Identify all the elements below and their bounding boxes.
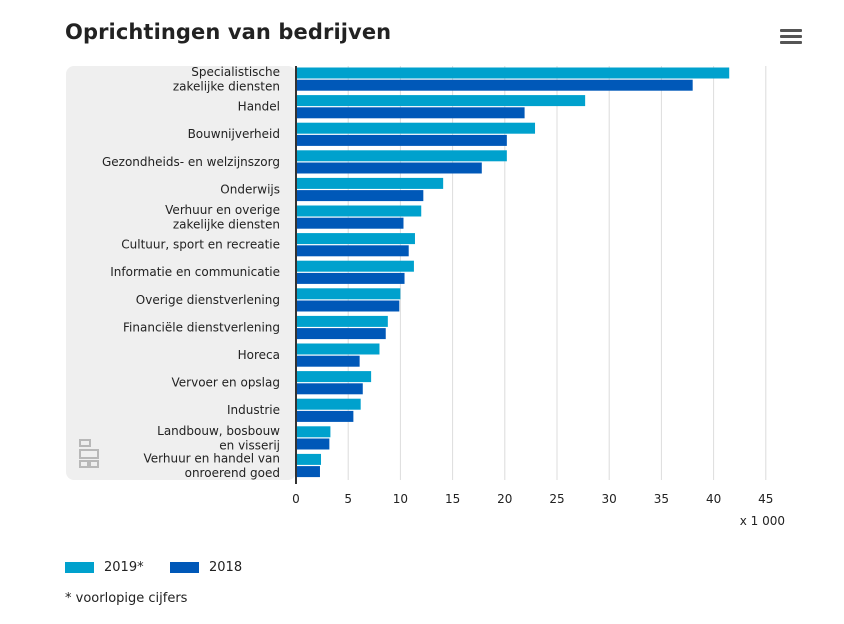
category-label-3: Gezondheids- en welzijnszorg xyxy=(102,155,280,169)
bar-2018-7 xyxy=(297,272,405,284)
bar-2018-8 xyxy=(297,300,400,312)
bar-2019-9 xyxy=(297,315,388,327)
category-label-2: Bouwnijverheid xyxy=(188,127,280,141)
bar-2018-12 xyxy=(297,410,354,422)
bar-2019-3 xyxy=(297,150,507,162)
bar-2018-5 xyxy=(297,217,404,229)
cbs-logo-icon xyxy=(79,439,99,468)
x-unit-label: x 1 000 xyxy=(740,514,785,528)
footnote: * voorlopige cijfers xyxy=(65,591,188,606)
bar-2019-4 xyxy=(297,177,444,189)
category-label-5-line1: zakelijke diensten xyxy=(173,218,280,232)
legend-swatch-2018 xyxy=(170,562,199,573)
legend-item-2018[interactable]: 2018 xyxy=(170,560,242,575)
legend-label-2019: 2019* xyxy=(104,560,144,575)
x-tick-label-40: 40 xyxy=(706,492,721,506)
bar-2019-0 xyxy=(297,67,730,79)
category-panel xyxy=(66,66,296,480)
category-label-1: Handel xyxy=(238,100,280,114)
category-label-11: Vervoer en opslag xyxy=(172,376,281,390)
x-tick-label-10: 10 xyxy=(393,492,408,506)
bar-2019-14 xyxy=(297,453,322,465)
category-label-5-line0: Verhuur en overige xyxy=(165,203,280,217)
category-label-9: Financiële dienstverlening xyxy=(123,320,280,334)
bar-2019-10 xyxy=(297,343,380,355)
x-tick-label-45: 45 xyxy=(758,492,773,506)
legend-item-2019[interactable]: 2019* xyxy=(65,560,144,575)
x-tick-label-0: 0 xyxy=(292,492,300,506)
category-label-12: Industrie xyxy=(227,403,280,417)
category-label-7: Informatie en communicatie xyxy=(110,265,280,279)
category-label-0-line0: Specialistische xyxy=(191,65,280,79)
bar-2018-3 xyxy=(297,162,482,174)
bar-2019-2 xyxy=(297,122,536,134)
x-tick-label-35: 35 xyxy=(654,492,669,506)
bar-2018-1 xyxy=(297,107,525,119)
category-label-13-line1: en visserij xyxy=(219,438,280,452)
x-tick-label-5: 5 xyxy=(344,492,352,506)
x-tick-label-25: 25 xyxy=(549,492,564,506)
x-tick-label-30: 30 xyxy=(602,492,617,506)
category-label-0-line1: zakelijke diensten xyxy=(173,80,280,94)
bar-2018-11 xyxy=(297,383,363,395)
bar-2018-14 xyxy=(297,466,320,478)
bar-2018-10 xyxy=(297,355,360,367)
category-label-6: Cultuur, sport en recreatie xyxy=(121,238,280,252)
category-label-4: Onderwijs xyxy=(220,182,280,196)
bar-2019-1 xyxy=(297,95,586,107)
bar-2018-6 xyxy=(297,245,409,257)
bar-2019-6 xyxy=(297,233,415,245)
x-tick-label-15: 15 xyxy=(445,492,460,506)
chart-title: Oprichtingen van bedrijven xyxy=(65,20,392,44)
legend-label-2018: 2018 xyxy=(209,560,243,575)
bar-2018-4 xyxy=(297,190,424,202)
bar-2019-13 xyxy=(297,426,331,438)
bar-2018-0 xyxy=(297,79,693,91)
bar-2019-7 xyxy=(297,260,414,272)
legend-swatch-2019 xyxy=(65,562,94,573)
hamburger-menu-icon[interactable] xyxy=(780,29,802,49)
bar-2019-5 xyxy=(297,205,422,217)
bar-2018-13 xyxy=(297,438,330,450)
bar-2019-12 xyxy=(297,398,361,410)
bar-2018-9 xyxy=(297,328,386,340)
x-tick-label-20: 20 xyxy=(497,492,512,506)
category-label-10: Horeca xyxy=(238,348,280,362)
bar-2018-2 xyxy=(297,134,507,146)
category-label-8: Overige dienstverlening xyxy=(136,293,280,307)
bar-2019-11 xyxy=(297,371,372,383)
category-label-14-line0: Verhuur en handel van xyxy=(143,451,280,465)
category-label-14-line1: onroerend goed xyxy=(185,466,280,480)
bar-2019-8 xyxy=(297,288,401,300)
category-label-13-line0: Landbouw, bosbouw xyxy=(157,424,280,438)
